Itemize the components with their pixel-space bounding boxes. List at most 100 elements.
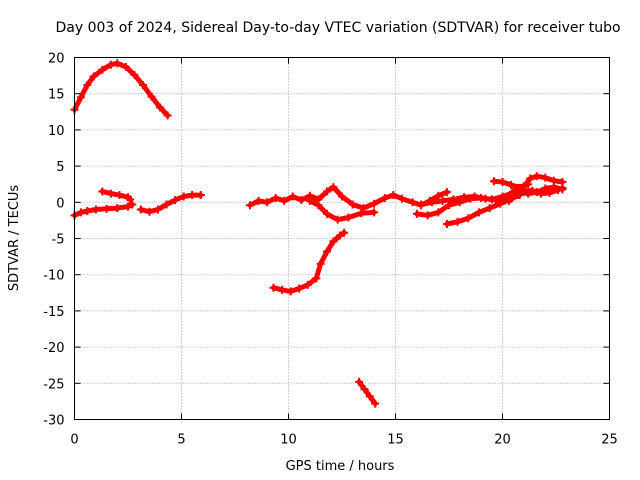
data-point bbox=[312, 274, 321, 283]
data-point bbox=[338, 192, 346, 201]
series-arc-6 bbox=[305, 196, 379, 224]
data-point bbox=[303, 280, 312, 289]
data-point bbox=[269, 283, 278, 292]
data-point bbox=[153, 205, 162, 214]
data-point bbox=[434, 208, 443, 217]
data-point bbox=[305, 196, 314, 205]
y-tick-label: -5 bbox=[52, 233, 65, 248]
data-point bbox=[434, 191, 443, 200]
data-point bbox=[106, 60, 115, 69]
data-point bbox=[355, 377, 364, 386]
x-tick-label: 25 bbox=[601, 433, 618, 448]
data-point bbox=[145, 207, 154, 216]
data-point bbox=[271, 193, 280, 202]
data-points bbox=[70, 59, 567, 408]
y-tick-label: 10 bbox=[48, 124, 65, 139]
data-point bbox=[323, 247, 332, 256]
data-point bbox=[136, 205, 145, 214]
data-point bbox=[541, 184, 550, 193]
data-point bbox=[408, 198, 417, 207]
data-point bbox=[397, 194, 406, 203]
axis-ticks: 0 5 10 15 20 25 20 15 10 5 0 -5 -10 -15 -20 -25 -30 bbox=[43, 52, 618, 448]
y-tick-label: -15 bbox=[43, 305, 64, 320]
data-point bbox=[106, 189, 115, 198]
data-point bbox=[130, 70, 139, 79]
data-point bbox=[371, 399, 380, 408]
series-arc-3 bbox=[98, 187, 135, 204]
data-point bbox=[83, 81, 92, 90]
data-point bbox=[389, 191, 398, 200]
data-point bbox=[541, 173, 550, 182]
data-point bbox=[171, 196, 180, 205]
data-point bbox=[365, 392, 374, 401]
data-point bbox=[515, 188, 524, 197]
data-point bbox=[502, 192, 511, 201]
data-point bbox=[121, 62, 130, 71]
data-point bbox=[147, 92, 156, 101]
data-point bbox=[138, 81, 147, 90]
data-point bbox=[370, 208, 379, 217]
grid bbox=[74, 57, 610, 420]
data-point bbox=[323, 187, 332, 196]
x-tick-label: 10 bbox=[280, 433, 297, 448]
data-point bbox=[323, 209, 332, 218]
data-point bbox=[156, 103, 165, 112]
y-tick-label: -20 bbox=[43, 341, 64, 356]
data-point bbox=[91, 205, 100, 214]
data-point bbox=[113, 59, 122, 68]
data-point bbox=[445, 201, 453, 210]
data-point bbox=[423, 211, 432, 220]
data-point bbox=[438, 196, 447, 205]
x-tick-label: 5 bbox=[177, 433, 185, 448]
data-point bbox=[348, 200, 357, 209]
data-point bbox=[485, 204, 494, 213]
x-tick-label: 0 bbox=[70, 433, 78, 448]
data-point bbox=[286, 287, 295, 296]
data-point bbox=[329, 183, 338, 192]
data-point bbox=[295, 284, 304, 293]
data-point bbox=[329, 237, 338, 246]
data-point bbox=[83, 206, 92, 215]
chart-title: Day 003 of 2024, Sidereal Day-to-day VTE… bbox=[55, 20, 620, 36]
data-point bbox=[245, 201, 254, 210]
data-point bbox=[163, 111, 172, 120]
y-tick-label: 15 bbox=[48, 88, 65, 103]
data-point bbox=[263, 198, 272, 207]
y-tick-label: 5 bbox=[56, 160, 64, 175]
data-point bbox=[124, 202, 132, 211]
data-point bbox=[344, 213, 353, 222]
x-tick-label: 15 bbox=[387, 433, 404, 448]
data-point bbox=[532, 172, 541, 181]
data-point bbox=[549, 183, 558, 192]
data-point bbox=[481, 194, 490, 203]
data-point bbox=[449, 195, 458, 204]
data-point bbox=[333, 215, 342, 224]
data-point bbox=[417, 200, 426, 209]
data-point bbox=[464, 214, 473, 223]
data-point bbox=[492, 196, 501, 205]
data-point bbox=[254, 196, 263, 205]
data-point bbox=[179, 192, 188, 201]
data-point bbox=[76, 93, 85, 102]
data-point bbox=[507, 180, 516, 189]
data-point bbox=[558, 178, 567, 187]
y-axis-label: SDTVAR / TECUs bbox=[7, 185, 22, 292]
data-point bbox=[335, 231, 344, 240]
data-point bbox=[526, 174, 535, 183]
data-point bbox=[489, 177, 498, 186]
data-point bbox=[370, 199, 379, 208]
series-line bbox=[356, 379, 378, 407]
data-point bbox=[314, 201, 323, 210]
data-point bbox=[113, 204, 122, 213]
data-point bbox=[76, 208, 85, 217]
data-point bbox=[297, 196, 306, 205]
data-point bbox=[498, 178, 507, 187]
data-point bbox=[504, 196, 513, 205]
data-point bbox=[357, 209, 366, 218]
data-point bbox=[427, 198, 436, 207]
data-point bbox=[453, 217, 462, 226]
data-point bbox=[316, 259, 325, 268]
y-tick-label: -10 bbox=[43, 269, 64, 284]
